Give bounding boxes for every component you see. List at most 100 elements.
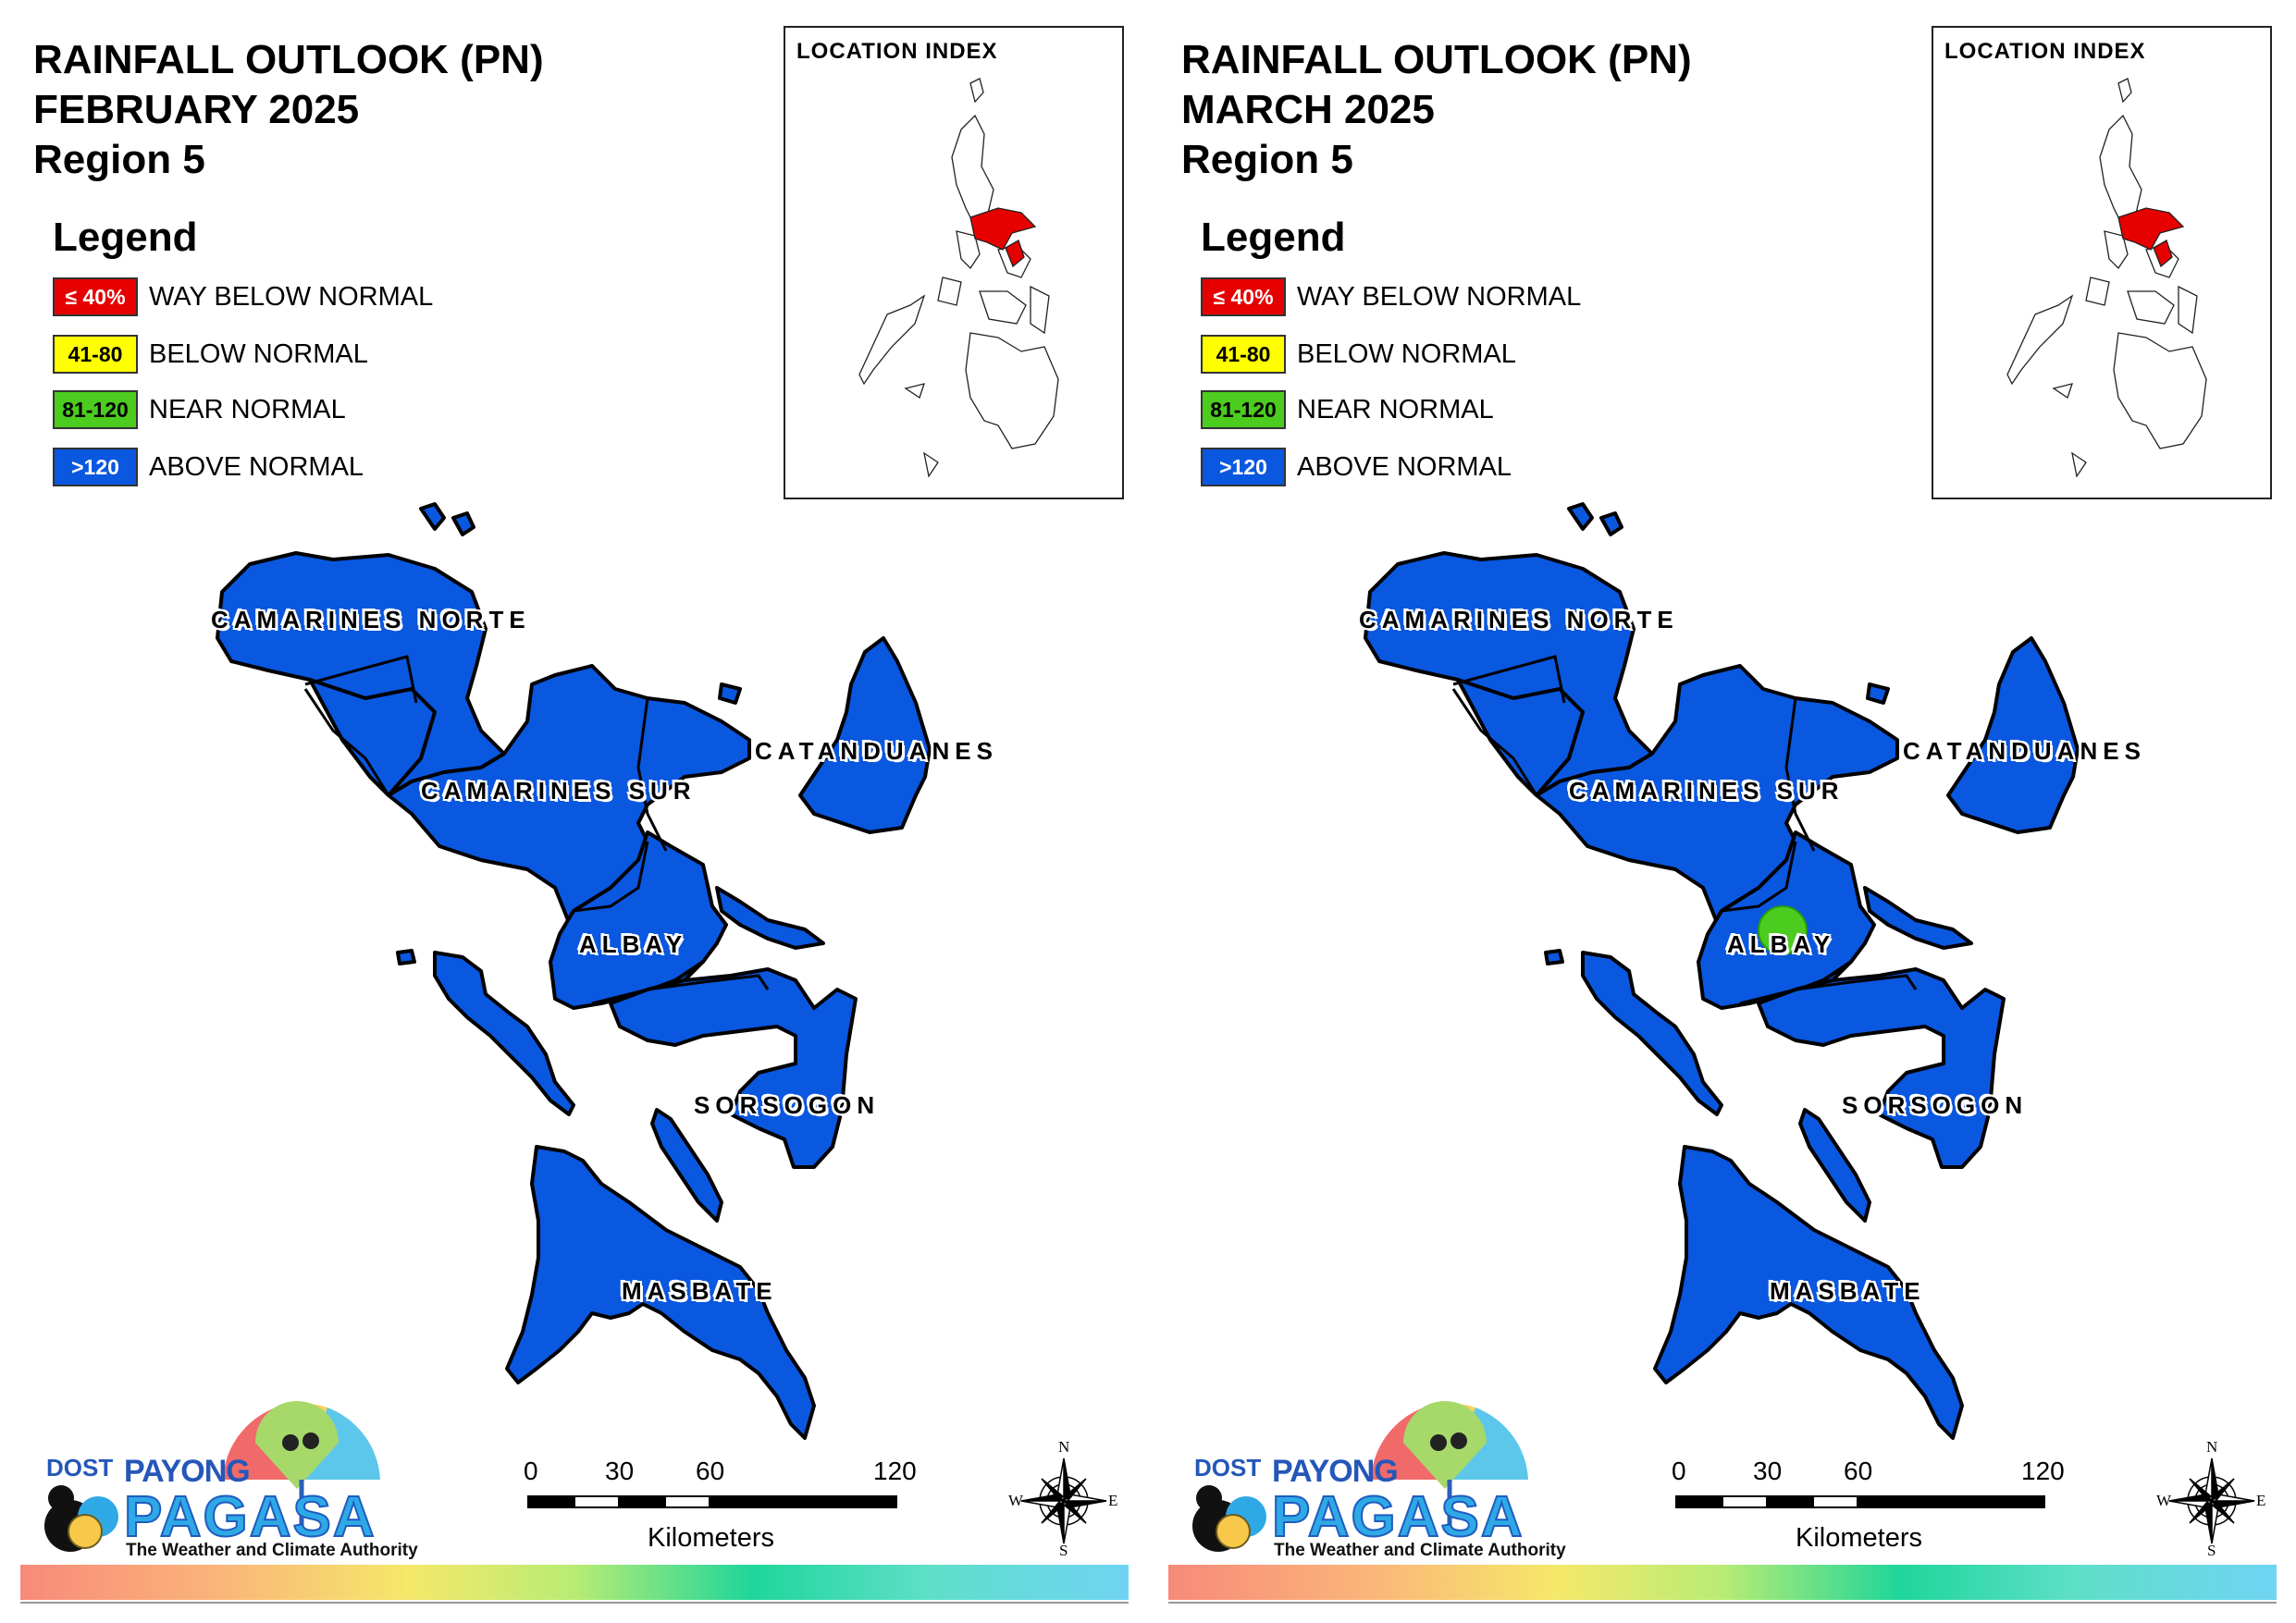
burias-island-shape	[1581, 951, 1723, 1116]
location-index-inset: LOCATION INDEX	[1932, 26, 2272, 499]
philippines-outline	[858, 78, 1059, 478]
scale-unit: Kilometers	[648, 1523, 774, 1553]
legend: Legend ≤ 40% WAY BELOW NORMAL 41-80 BELO…	[53, 215, 433, 486]
legend-label: BELOW NORMAL	[149, 338, 368, 369]
ticao-island-shape	[650, 1108, 723, 1223]
legend-item-below-normal: 41-80 BELOW NORMAL	[53, 335, 368, 374]
scale-unit: Kilometers	[1796, 1523, 1922, 1553]
label-catanduanes: CATANDUANES	[755, 737, 998, 765]
scale-tick-120: 120	[873, 1457, 917, 1485]
title-line-3: Region 5	[1181, 137, 1353, 182]
payong-pagasa-logo: DOST PAYONG PAGASA The Weather and Clima…	[33, 1387, 418, 1563]
masbate-shape	[1653, 1145, 1964, 1440]
compass-rose-graphic	[2168, 1457, 2255, 1544]
label-catanduanes: CATANDUANES	[1903, 737, 2146, 765]
title-line-3: Region 5	[33, 137, 205, 182]
region-5-highlight	[2117, 207, 2185, 251]
legend-item-below-normal: 41-80 BELOW NORMAL	[1201, 335, 1516, 374]
footer-gradient-bar	[20, 1565, 1129, 1600]
scale-bar: 0 30 60 120 Kilometers	[1672, 1457, 2065, 1558]
compass-w: W	[1008, 1492, 1024, 1509]
scale-tick-60: 60	[696, 1457, 725, 1485]
catanduanes-shape	[798, 636, 932, 834]
title-line-2: FEBRUARY 2025	[33, 87, 360, 132]
scale-tick-0: 0	[1672, 1457, 1686, 1485]
compass-rose-icon: N S E W	[1008, 1438, 1119, 1559]
legend-swatch: >120	[53, 448, 138, 486]
scale-tick-30: 30	[1753, 1457, 1783, 1485]
legend-label: WAY BELOW NORMAL	[149, 281, 434, 312]
scale-tick-120: 120	[2021, 1457, 2065, 1485]
logo-pagasa-text: PAGASA	[1271, 1484, 1524, 1550]
logo-tagline: The Weather and Climate Authority	[126, 1541, 418, 1560]
map-title: RAINFALL OUTLOOK (PN) MARCH 2025 Region …	[1181, 35, 1692, 185]
legend-label: WAY BELOW NORMAL	[1297, 281, 1582, 312]
scale-bar-segment	[664, 1495, 710, 1508]
compass-n: N	[2206, 1438, 2218, 1456]
title-line-1: RAINFALL OUTLOOK (PN)	[33, 37, 544, 82]
compass-rose-icon: N S E W	[2156, 1438, 2267, 1559]
compass-n: N	[1058, 1438, 1070, 1456]
logo-payong-text: PAYONG	[1272, 1454, 1399, 1489]
label-albay: ALBAY	[1727, 930, 1836, 958]
inset-title: LOCATION INDEX	[796, 39, 998, 64]
legend-swatch: ≤ 40%	[53, 277, 138, 316]
scale-tick-60: 60	[1844, 1457, 1873, 1485]
logo-graphic	[44, 1401, 380, 1552]
legend-swatch: 41-80	[53, 335, 138, 374]
label-camarines-sur: CAMARINES SUR	[1569, 777, 1845, 805]
legend-item-way-below-normal: ≤ 40% WAY BELOW NORMAL	[1201, 277, 1581, 316]
footer-line	[20, 1602, 1129, 1604]
map-title: RAINFALL OUTLOOK (PN) FEBRUARY 2025 Regi…	[33, 35, 544, 185]
inset-title: LOCATION INDEX	[1944, 39, 2146, 64]
footer-line	[1168, 1602, 2277, 1604]
location-index-inset: LOCATION INDEX	[784, 26, 1124, 499]
near-normal-spot	[1758, 905, 1808, 955]
compass-s: S	[2207, 1542, 2216, 1559]
title-line-2: MARCH 2025	[1181, 87, 1435, 132]
label-camarines-sur: CAMARINES SUR	[421, 777, 697, 805]
label-sorsogon: SORSOGON	[694, 1091, 881, 1119]
scale-bar: 0 30 60 120 Kilometers	[524, 1457, 917, 1558]
burias-island-shape	[433, 951, 575, 1116]
legend: Legend ≤ 40% WAY BELOW NORMAL 41-80 BELO…	[1201, 215, 1581, 486]
logo-dost-text: DOST	[46, 1454, 114, 1482]
legend-label: ABOVE NORMAL	[149, 451, 364, 482]
compass-s: S	[1059, 1542, 1068, 1559]
legend-swatch: 81-120	[1201, 390, 1286, 429]
legend-label: ABOVE NORMAL	[1297, 451, 1512, 482]
scale-bar-segment	[1812, 1495, 1858, 1508]
ticao-island-shape	[1798, 1108, 1871, 1223]
outlook-panel-march: RAINFALL OUTLOOK (PN) MARCH 2025 Region …	[1148, 0, 2296, 1623]
legend-swatch: >120	[1201, 448, 1286, 486]
philippines-outline	[2006, 78, 2207, 478]
legend-item-way-below-normal: ≤ 40% WAY BELOW NORMAL	[53, 277, 433, 316]
catanduanes-shape	[1946, 636, 2080, 834]
logo-graphic	[1192, 1401, 1528, 1552]
region-5-highlight	[969, 207, 1037, 251]
legend-item-above-normal: >120 ABOVE NORMAL	[1201, 448, 1512, 486]
legend-heading: Legend	[53, 215, 198, 260]
scale-bar-segment	[574, 1495, 620, 1508]
sorsogon-shape	[609, 967, 858, 1169]
legend-item-above-normal: >120 ABOVE NORMAL	[53, 448, 364, 486]
label-masbate: MASBATE	[622, 1277, 778, 1305]
label-sorsogon: SORSOGON	[1842, 1091, 2029, 1119]
scale-tick-0: 0	[524, 1457, 538, 1485]
legend-heading: Legend	[1201, 215, 1346, 260]
legend-label: BELOW NORMAL	[1297, 338, 1516, 369]
label-albay: ALBAY	[579, 930, 688, 958]
label-camarines-norte: CAMARINES NORTE	[211, 606, 531, 633]
legend-swatch: 81-120	[53, 390, 138, 429]
logo-tagline: The Weather and Climate Authority	[1274, 1541, 1566, 1560]
masbate-shape	[505, 1145, 816, 1440]
label-masbate: MASBATE	[1770, 1277, 1926, 1305]
legend-swatch: ≤ 40%	[1201, 277, 1286, 316]
outlook-panel-february: RAINFALL OUTLOOK (PN) FEBRUARY 2025 Regi…	[20, 26, 1129, 1604]
compass-e: E	[1108, 1492, 1118, 1509]
compass-e: E	[2256, 1492, 2266, 1509]
scale-bar-track	[1675, 1495, 2045, 1508]
legend-label: NEAR NORMAL	[1297, 394, 1494, 424]
legend-label: NEAR NORMAL	[149, 394, 346, 424]
title-line-1: RAINFALL OUTLOOK (PN)	[1181, 37, 1692, 82]
